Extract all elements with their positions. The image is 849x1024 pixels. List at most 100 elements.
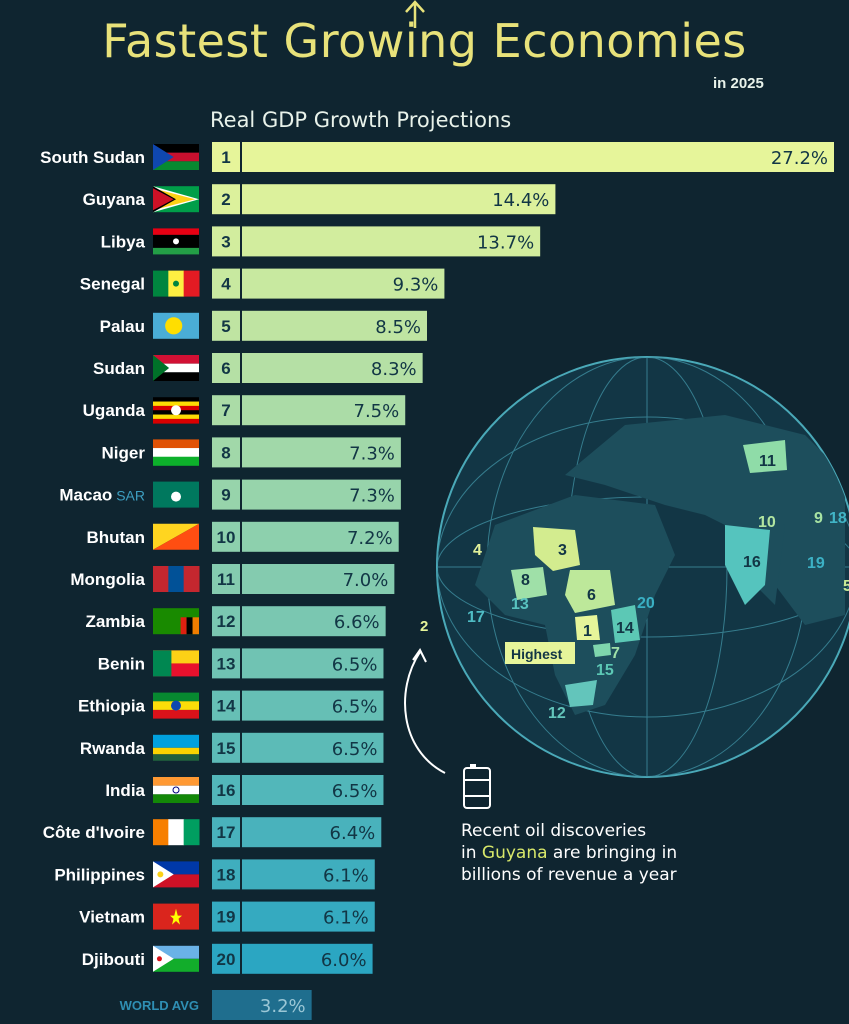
rank-box	[212, 395, 240, 426]
map-rank-11: 11	[759, 453, 776, 470]
bar	[242, 226, 541, 257]
flag-icon	[153, 819, 200, 846]
country-label: Djibouti	[82, 950, 145, 969]
rank-box	[212, 479, 240, 510]
bar	[242, 521, 399, 552]
value-label: 14.4%	[492, 190, 549, 211]
bar	[242, 310, 427, 341]
rank-box	[212, 268, 240, 299]
rank-label: 9	[221, 486, 230, 505]
rank-label: 20	[217, 950, 236, 969]
value-label: 6.5%	[332, 697, 378, 718]
map-rank-4: 4	[473, 542, 482, 559]
map-rank-1: 1	[583, 623, 592, 640]
map-rank-8: 8	[521, 572, 530, 589]
bar	[242, 775, 384, 805]
value-label: 7.5%	[354, 401, 400, 422]
map-rank-18: 18	[829, 510, 847, 527]
country-label: Benin	[98, 654, 145, 673]
country-label: Uganda	[83, 401, 146, 420]
country-label: Ethiopia	[78, 697, 146, 716]
rank-box	[212, 437, 240, 468]
country-label: Palau	[100, 317, 145, 336]
rank-box	[212, 310, 240, 341]
flag-icon	[153, 523, 199, 550]
country-label: South Sudan	[40, 148, 145, 167]
rank-label: 16	[217, 781, 236, 800]
value-label: 6.5%	[332, 781, 378, 802]
value-label: 7.2%	[347, 528, 393, 549]
callout-arrow	[404, 648, 446, 774]
flag-icon	[153, 777, 199, 803]
rank-label: 17	[217, 823, 236, 842]
flag-icon	[153, 397, 199, 424]
rank-box	[212, 648, 240, 679]
flag-icon	[153, 355, 199, 381]
country-label: Mongolia	[70, 570, 145, 589]
map-rank-10: 10	[758, 514, 776, 531]
flag-icon	[153, 566, 200, 592]
country-label: India	[105, 781, 145, 800]
bar	[242, 606, 386, 637]
value-label: 13.7%	[477, 232, 534, 253]
world-avg-label: WORLD AVG	[120, 998, 199, 1013]
rank-box	[212, 817, 240, 848]
map-rank-13: 13	[511, 596, 529, 613]
rank-label: 15	[217, 739, 236, 758]
bar	[242, 690, 384, 721]
flag-icon	[153, 861, 199, 888]
rank-label: 6	[221, 359, 230, 378]
bar	[242, 943, 373, 974]
rank-label: 13	[217, 654, 236, 673]
country-label: Libya	[101, 232, 146, 251]
flag-icon	[153, 903, 199, 930]
flag-icon	[153, 312, 199, 339]
map-rank-20: 20	[637, 595, 655, 612]
map-rank-19: 19	[807, 555, 825, 572]
callout-text: Recent oil discoveries in Guyana are bri…	[461, 821, 678, 885]
bar	[242, 901, 375, 932]
flag-icon	[153, 650, 199, 677]
flag-icon	[153, 270, 200, 297]
bar	[242, 859, 375, 890]
flag-icon	[153, 228, 199, 255]
map-rank-6: 6	[587, 587, 596, 604]
flag-icon	[153, 186, 199, 213]
country-label: Macao SAR	[59, 486, 145, 505]
rank-box	[212, 353, 240, 383]
globe-map: 3 8 6 1 14 7 15 12 13 17 4 20 11 16 10 9…	[436, 356, 849, 778]
year-note: in 2025	[713, 75, 764, 92]
rank-label: 10	[217, 528, 236, 547]
value-label: 6.1%	[323, 865, 369, 886]
bar	[242, 395, 406, 426]
country-label: Sudan	[93, 359, 145, 378]
oil-barrel-icon	[463, 764, 491, 809]
chart-title: Real GDP Growth Projections	[210, 108, 512, 132]
value-label: 7.3%	[349, 486, 395, 507]
value-label: 9.3%	[393, 275, 439, 296]
value-label: 8.5%	[375, 317, 421, 338]
rank-box	[212, 564, 240, 594]
flag-icon	[153, 144, 199, 170]
value-label: 8.3%	[371, 359, 417, 380]
bar	[242, 437, 401, 468]
map-rank-15: 15	[596, 662, 614, 679]
bar	[242, 479, 401, 510]
bar	[242, 648, 384, 679]
bar	[242, 732, 384, 763]
rank-label: 12	[217, 612, 236, 631]
value-label: 6.4%	[330, 823, 376, 844]
highest-label: Highest	[511, 646, 563, 662]
rank-box	[212, 901, 240, 932]
flag-icon	[153, 945, 199, 972]
rank-box	[212, 521, 240, 552]
country-label: Guyana	[83, 190, 146, 209]
rank-label: 11	[217, 570, 235, 589]
map-rank-3: 3	[558, 542, 567, 559]
rank-label: 19	[217, 908, 236, 927]
country-label: Bhutan	[86, 528, 145, 547]
flag-icon	[153, 734, 199, 761]
value-label: 6.0%	[321, 950, 367, 971]
country-label: Zambia	[85, 612, 145, 631]
